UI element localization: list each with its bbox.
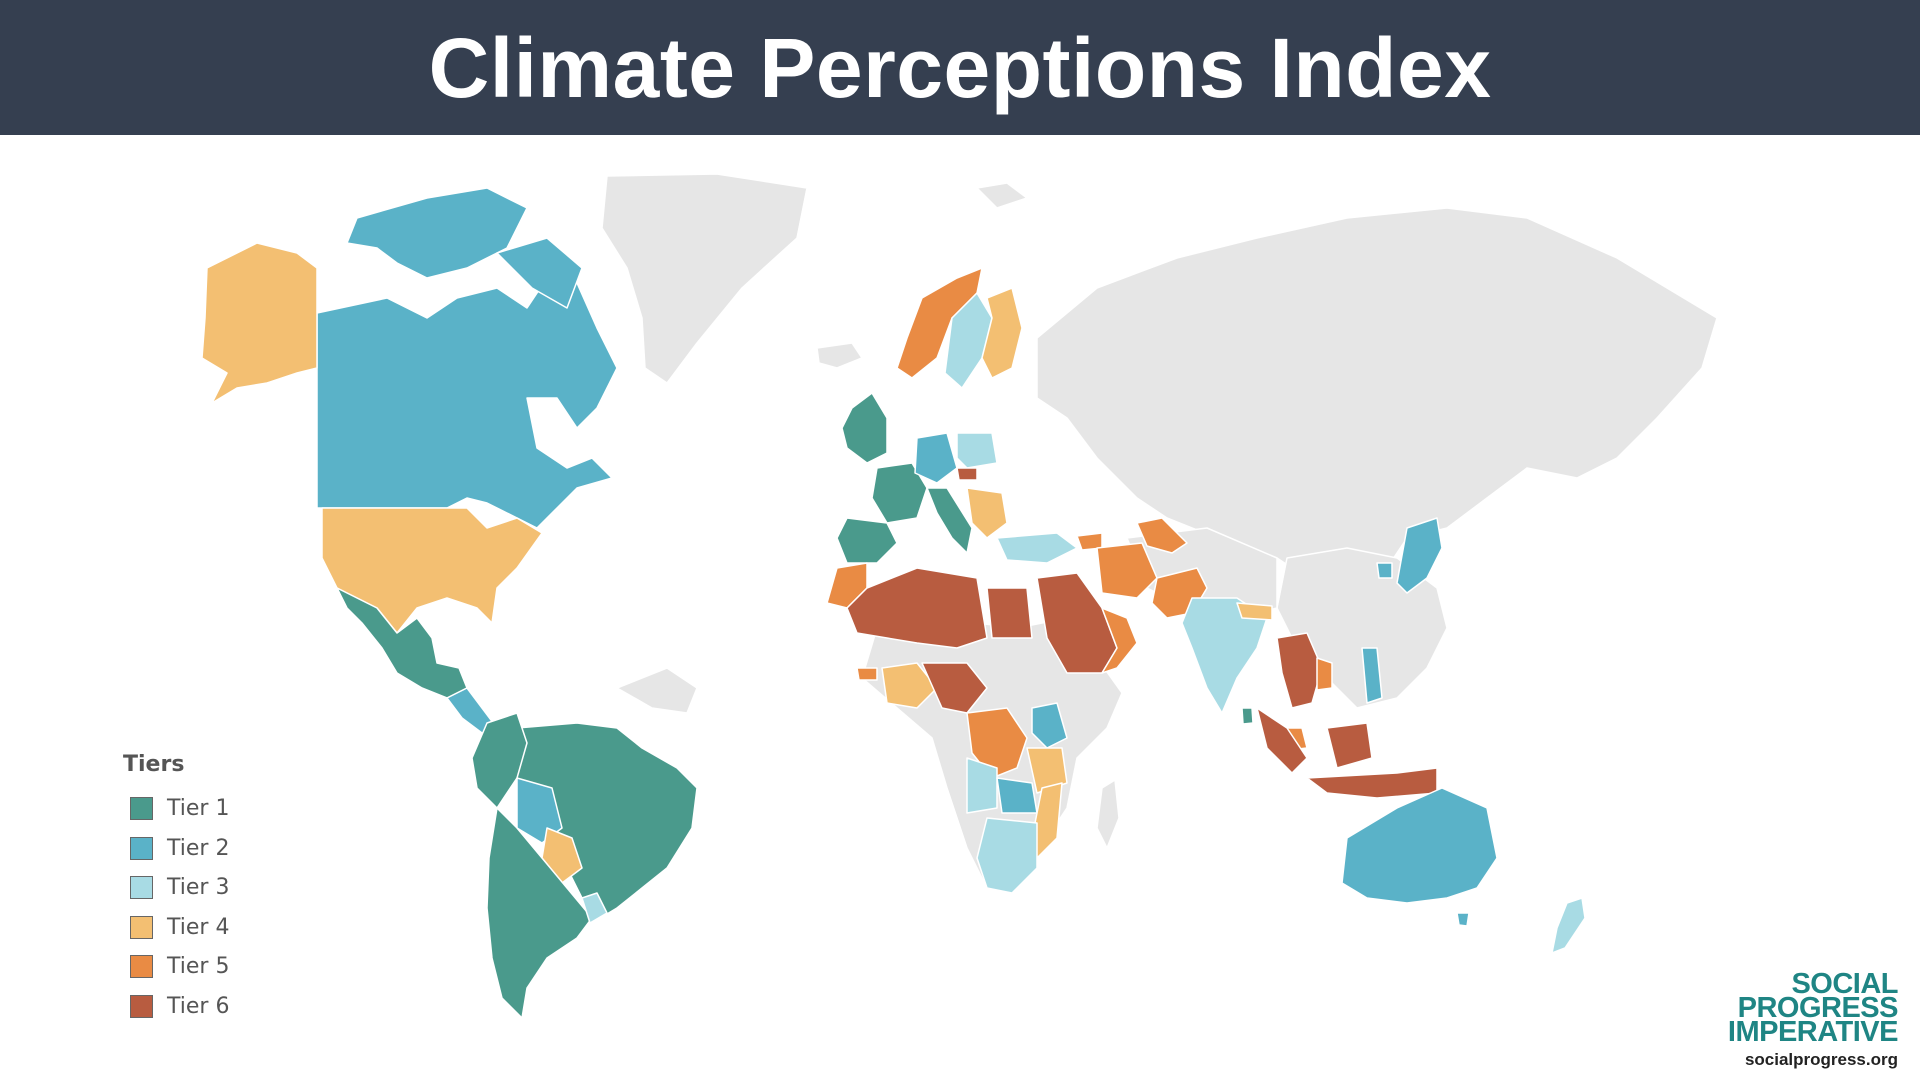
legend-label-tier-1: Tier 1 [167,796,230,822]
brand-line-2: PROGRESS [1737,992,1899,1024]
sri-lanka [1241,707,1254,725]
france [871,462,928,524]
egypt [986,587,1033,639]
legend-label-tier-6: Tier 6 [167,993,230,1019]
czechia [956,467,978,481]
vietnam [1316,657,1333,691]
angola [966,757,998,814]
germany [914,432,958,484]
legend-item-tier-4: Tier 4 [123,908,323,948]
legend-item-tier-2: Tier 2 [123,829,323,869]
nigeria [921,662,988,714]
legend-label-tier-2: Tier 2 [167,835,230,861]
mexico [336,587,468,699]
west-africa [881,662,938,709]
norway [896,267,983,379]
brand-line-1: SOCIAL [1791,968,1898,1000]
canada-baffin [496,237,583,309]
world-map-svg [201,173,1718,1019]
legend: Tiers Tier 1 Tier 2 Tier 3 Tier 4 Tier 5… [123,752,323,1026]
argentina-chile [486,807,593,1019]
legend-item-tier-1: Tier 1 [123,789,323,829]
finland [981,287,1023,379]
senegal [856,667,878,681]
madagascar [1096,779,1120,849]
algeria-libya [846,567,988,649]
south-america-north [616,667,698,714]
oman-yemen [1101,607,1138,674]
brand-url: socialprogress.org [1744,1050,1898,1069]
indonesia-borneo [1326,722,1373,769]
philippines [1361,647,1383,704]
legend-item-tier-5: Tier 5 [123,947,323,987]
legend-swatch-tier-4 [130,915,153,939]
balkans [966,487,1008,539]
greenland [601,173,808,384]
indonesia-east [1306,767,1438,799]
thailand-myanmar [1276,632,1323,709]
andes-north [471,712,528,809]
bangladesh-nepal [1236,602,1273,621]
legend-label-tier-5: Tier 5 [167,954,230,980]
uk-ireland [841,392,888,464]
title-banner: Climate Perceptions Index [0,0,1920,135]
kenya [1031,702,1068,749]
brand-logo: SOCIAL PROGRESS IMPERATIVE socialprogres… [1727,968,1899,1070]
legend-label-tier-4: Tier 4 [167,914,230,940]
mozambique [1034,782,1063,859]
iran-region [1096,542,1158,599]
world-map [197,168,1725,1020]
uruguay [581,892,608,924]
legend-swatch-tier-2 [130,836,153,860]
alaska [201,242,318,404]
iceland [816,342,863,369]
legend-swatch-tier-1 [130,797,153,821]
legend-item-tier-6: Tier 6 [123,987,323,1027]
tanzania [1026,747,1068,794]
legend-swatch-tier-6 [130,994,153,1018]
page-title: Climate Perceptions Index [428,20,1492,115]
legend-item-tier-3: Tier 3 [123,868,323,908]
australia [1341,787,1498,904]
japan [1396,517,1443,594]
canada [316,277,618,529]
drc-region [966,707,1028,779]
russia-asia [1036,207,1718,589]
southern-africa [976,817,1038,894]
italy [926,487,973,554]
korea [1376,562,1393,579]
tasmania [1456,912,1470,927]
legend-label-tier-3: Tier 3 [167,875,230,901]
turkey [996,532,1078,564]
indonesia-sumatra [1256,707,1308,774]
legend-title: Tiers [123,752,185,777]
poland [956,432,998,469]
kazakhstan-area [1136,517,1188,554]
zambia [996,777,1038,814]
brand-line-3: IMPERATIVE [1727,1016,1899,1048]
svalbard [976,182,1028,209]
spain [836,517,898,564]
legend-swatch-tier-5 [130,955,153,979]
legend-swatch-tier-3 [130,876,153,900]
canada-islands [346,187,528,279]
new-zealand [1551,897,1586,954]
